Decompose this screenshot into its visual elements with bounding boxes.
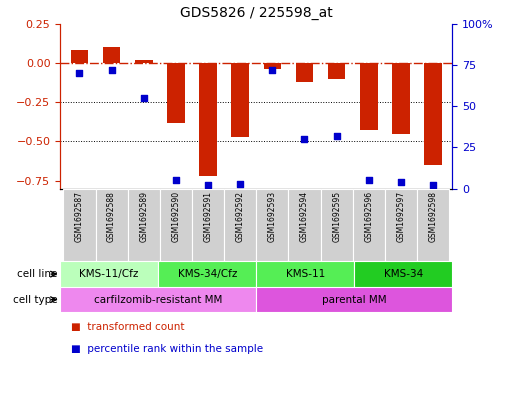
Bar	[360, 63, 378, 130]
Bar	[295, 63, 313, 82]
Bar	[167, 63, 185, 123]
Point	[236, 180, 244, 187]
Text: cell type: cell type	[13, 295, 58, 305]
Bar	[160, 189, 192, 261]
Point	[107, 67, 116, 73]
Text: KMS-34/Cfz: KMS-34/Cfz	[177, 269, 237, 279]
Bar	[417, 189, 449, 261]
Bar	[60, 287, 256, 312]
Point	[140, 95, 148, 101]
Bar	[392, 63, 410, 134]
Bar	[288, 189, 321, 261]
Bar	[128, 189, 160, 261]
Title: GDS5826 / 225598_at: GDS5826 / 225598_at	[180, 6, 333, 20]
Bar	[321, 189, 353, 261]
Bar	[199, 63, 217, 176]
Text: GSM1692596: GSM1692596	[365, 191, 373, 242]
Text: ■  transformed count: ■ transformed count	[71, 322, 184, 332]
Text: carfilzomib-resistant MM: carfilzomib-resistant MM	[94, 295, 222, 305]
Bar	[231, 63, 249, 137]
Bar	[224, 189, 256, 261]
Bar	[60, 261, 158, 287]
Point	[429, 182, 437, 189]
Point	[365, 177, 373, 184]
Bar	[192, 189, 224, 261]
Point	[333, 133, 341, 139]
Text: cell line: cell line	[17, 269, 58, 279]
Text: KMS-11/Cfz: KMS-11/Cfz	[79, 269, 139, 279]
Bar	[264, 63, 281, 69]
Text: KMS-11: KMS-11	[286, 269, 325, 279]
Text: GSM1692595: GSM1692595	[332, 191, 341, 242]
Text: GSM1692597: GSM1692597	[396, 191, 405, 242]
Text: GSM1692587: GSM1692587	[75, 191, 84, 242]
Text: ■  percentile rank within the sample: ■ percentile rank within the sample	[71, 344, 263, 354]
Text: KMS-34: KMS-34	[384, 269, 423, 279]
Text: GSM1692594: GSM1692594	[300, 191, 309, 242]
Point	[204, 182, 212, 189]
Text: GSM1692590: GSM1692590	[172, 191, 180, 242]
Bar	[328, 63, 346, 79]
Point	[300, 136, 309, 142]
Bar	[256, 189, 288, 261]
Text: GSM1692588: GSM1692588	[107, 191, 116, 242]
Point	[172, 177, 180, 184]
Bar	[158, 261, 256, 287]
Bar	[71, 50, 88, 63]
Text: GSM1692598: GSM1692598	[429, 191, 438, 242]
Bar	[103, 47, 120, 63]
Text: GSM1692589: GSM1692589	[139, 191, 148, 242]
Text: GSM1692591: GSM1692591	[203, 191, 212, 242]
Text: GSM1692592: GSM1692592	[236, 191, 245, 242]
Bar	[424, 63, 442, 165]
Bar	[353, 189, 385, 261]
Bar	[96, 189, 128, 261]
Bar	[135, 60, 153, 63]
Bar	[256, 287, 452, 312]
Text: parental MM: parental MM	[322, 295, 386, 305]
Point	[75, 70, 84, 76]
Bar	[256, 261, 355, 287]
Bar	[63, 189, 96, 261]
Point	[397, 179, 405, 185]
Point	[268, 67, 277, 73]
Text: GSM1692593: GSM1692593	[268, 191, 277, 242]
Bar	[355, 261, 452, 287]
Bar	[385, 189, 417, 261]
